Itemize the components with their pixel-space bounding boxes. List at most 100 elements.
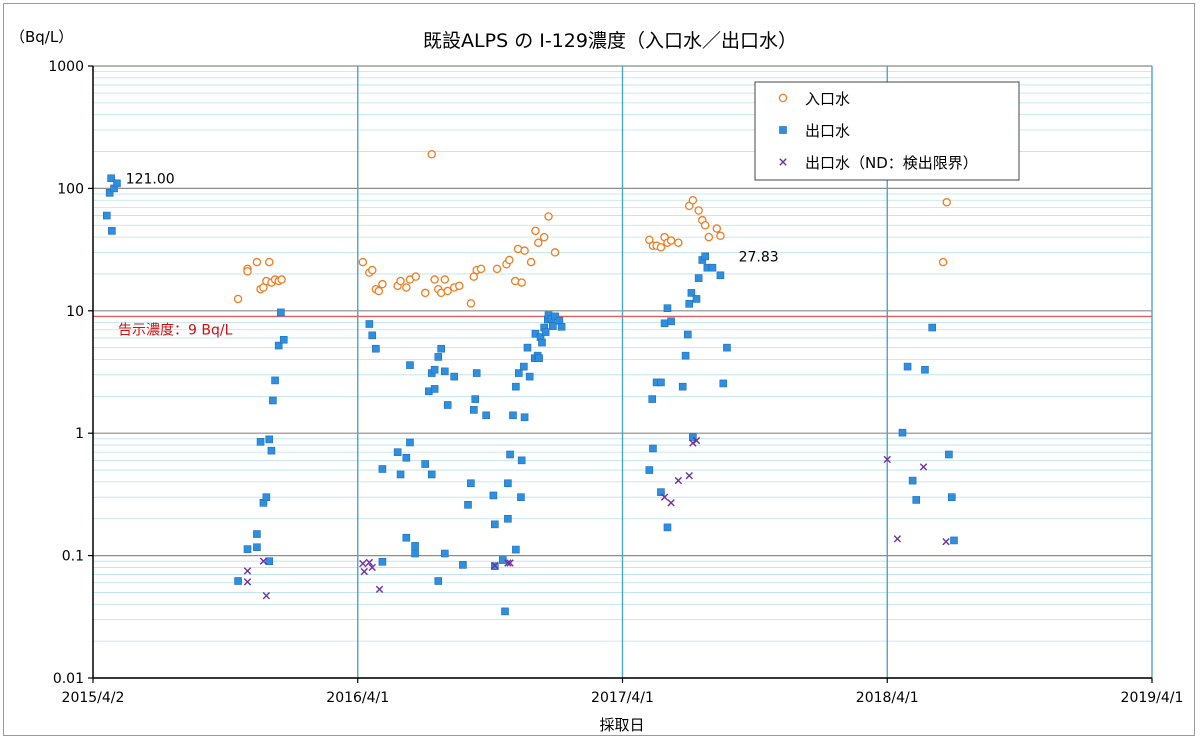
inlet-point xyxy=(550,248,560,257)
outlet-point xyxy=(489,491,498,500)
outlet-point xyxy=(234,577,242,585)
outlet-point xyxy=(678,382,687,391)
inlet-point xyxy=(430,275,439,284)
outlet-point xyxy=(491,520,499,529)
outlet-point xyxy=(663,523,672,532)
inlet-point xyxy=(402,283,411,292)
outlet-point xyxy=(683,330,692,339)
outlet-point xyxy=(648,395,657,403)
outlet-point xyxy=(253,543,261,552)
inlet-point xyxy=(531,226,540,236)
outlet-nd-point xyxy=(504,559,512,567)
inlet-point xyxy=(374,286,384,296)
x-axis-label: 採取日 xyxy=(599,716,644,734)
inlet-point xyxy=(396,276,405,286)
y-axis-label: （Bq/L） xyxy=(10,28,73,46)
outlet-point xyxy=(538,338,546,347)
axes: 1000 100 10 1 0.1 0.01 2015/4/2 2016/4/1 2017/4/… xyxy=(48,59,1183,706)
legend-label: 出口水 xyxy=(805,122,850,140)
outlet-nd-point xyxy=(692,436,701,445)
outlet-point xyxy=(459,561,467,569)
x-tick-label: 2017/4/1 xyxy=(591,690,654,706)
outlet-point xyxy=(912,496,921,504)
outlet-point xyxy=(253,530,261,538)
outlet-point xyxy=(243,545,252,553)
outlet-point xyxy=(660,319,669,328)
legend-label: 入口水 xyxy=(805,90,850,108)
outlet-point xyxy=(708,263,717,272)
x-tick-label: 2019/4/1 xyxy=(1121,690,1184,706)
outlet-point xyxy=(645,466,654,474)
y-tick-label: 1000 xyxy=(48,59,84,75)
outlet-point xyxy=(277,308,285,317)
outlet-point xyxy=(523,343,532,352)
outlet-point xyxy=(411,542,419,550)
outlet-nd-point xyxy=(243,578,252,586)
outlet-point xyxy=(265,557,274,566)
outlet-point xyxy=(365,320,374,328)
outlet-point xyxy=(378,465,387,473)
reference-line-group: 告示濃度：9 Bq/L xyxy=(93,315,1152,338)
outlet-point xyxy=(945,450,953,459)
inlet-point xyxy=(368,265,377,275)
outlet-point xyxy=(716,271,725,280)
inlet-point xyxy=(252,257,262,267)
outlet-point xyxy=(719,379,728,388)
outlet-point xyxy=(694,274,703,282)
reference-line-label: 告示濃度：9 Bq/L xyxy=(118,322,233,338)
inlet-point xyxy=(645,235,654,245)
outlet-point xyxy=(687,289,696,297)
inlet-point xyxy=(656,243,666,252)
outlet-point xyxy=(427,470,436,479)
outlet-point xyxy=(499,556,507,564)
outlet-point xyxy=(269,396,277,405)
inlet-point xyxy=(716,231,725,241)
inlet-point xyxy=(700,220,710,230)
outlet-point xyxy=(692,295,701,303)
outlet-point xyxy=(512,545,520,554)
outlet-nd-point xyxy=(365,558,374,567)
outlet-point xyxy=(421,460,430,468)
outlet-point xyxy=(108,227,116,235)
outlet-point xyxy=(948,493,956,502)
outlet-point xyxy=(517,456,526,465)
outlet-point xyxy=(535,354,543,362)
inlet-point xyxy=(358,257,368,267)
legend-label: 出口水（ND：検出限界） xyxy=(805,154,978,172)
outlet-point xyxy=(107,174,115,183)
inlet-point xyxy=(520,246,529,255)
y-tick-label: 0.1 xyxy=(62,549,84,565)
inlet-point xyxy=(443,286,452,296)
outlet-point xyxy=(430,365,439,374)
inlet-point xyxy=(712,224,722,233)
outlet-point xyxy=(396,470,405,479)
outlet-nd-point xyxy=(919,463,928,471)
series-1 xyxy=(233,150,951,308)
inlet-point xyxy=(666,236,676,245)
inlet-point xyxy=(688,196,698,205)
outlet-point xyxy=(434,353,443,361)
outlet-nd-point xyxy=(685,471,693,480)
inlet-point xyxy=(277,275,286,284)
outlet-nd-point xyxy=(667,499,675,507)
outlet-point xyxy=(440,367,449,376)
outlet-point xyxy=(393,448,402,456)
inlet-point xyxy=(539,232,549,242)
outlet-point xyxy=(437,344,445,353)
outlet-point xyxy=(372,344,380,353)
outlet-point xyxy=(482,411,490,420)
inlet-point xyxy=(265,257,274,267)
series-2 xyxy=(102,174,958,616)
outlet-point xyxy=(903,362,912,371)
outlet-point xyxy=(541,328,550,336)
outlet-point xyxy=(681,351,690,360)
outlet-nd-point xyxy=(491,561,499,570)
inlet-point xyxy=(492,264,502,274)
series-3 xyxy=(243,436,950,600)
grid xyxy=(93,65,1153,679)
outlet-point xyxy=(520,362,528,371)
outlet-point xyxy=(921,365,929,374)
outlet-point xyxy=(430,385,439,393)
outlet-nd-point xyxy=(883,455,891,464)
